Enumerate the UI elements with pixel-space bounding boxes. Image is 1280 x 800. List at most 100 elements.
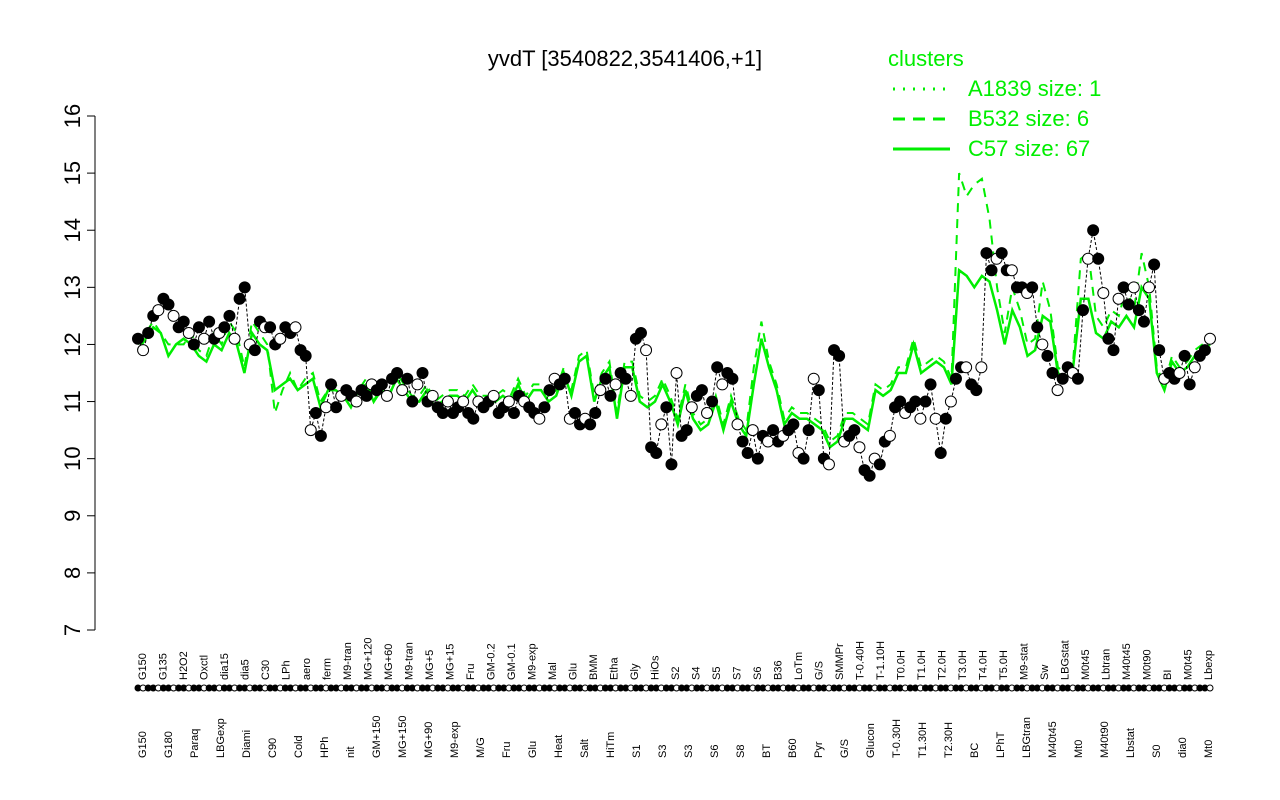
data-point — [883, 429, 896, 442]
data-point — [802, 424, 815, 437]
data-point — [1117, 281, 1130, 294]
data-point — [182, 327, 195, 340]
data-point — [746, 424, 759, 437]
data-point — [416, 367, 429, 379]
data-point — [589, 406, 602, 419]
x-rug-marker — [1206, 684, 1214, 692]
x-tick-label: T5.0H — [998, 650, 1010, 680]
data-point — [1183, 378, 1196, 391]
data-point — [142, 327, 155, 340]
data-point — [1082, 252, 1095, 265]
data-point — [741, 446, 754, 459]
x-tick-label: HPh — [319, 737, 331, 758]
y-tick-label: 8 — [60, 567, 85, 579]
y-tick-label: 9 — [60, 510, 85, 522]
data-point — [701, 406, 714, 419]
y-tick-label: 14 — [60, 218, 85, 242]
data-point — [599, 372, 612, 385]
data-point — [670, 367, 683, 379]
y-tick-label: 10 — [60, 446, 85, 470]
data-point — [934, 446, 947, 459]
data-point — [660, 401, 673, 414]
data-point — [198, 332, 211, 345]
x-axis: G150 G135 H2O2 Oxctl dia15 dia5 C30 LPh aero ferm… — [134, 638, 1215, 759]
data-point — [330, 401, 343, 414]
x-tick-label: GM-0.2 — [485, 643, 497, 680]
x-tick-label: S0 — [1151, 745, 1163, 758]
data-point — [761, 435, 774, 448]
x-tick-label: T2.0H — [936, 650, 948, 680]
data-point — [274, 332, 287, 345]
data-point — [457, 395, 470, 408]
x-tick-label: M40t45 — [1047, 721, 1059, 758]
data-point — [787, 418, 800, 431]
x-tick-label: MG+5 — [424, 650, 436, 680]
data-point — [1122, 298, 1135, 311]
x-tick-label: BMM — [588, 654, 600, 680]
data-point — [853, 441, 866, 454]
data-point — [914, 412, 927, 425]
x-tick-label: S8 — [735, 745, 747, 758]
data-point — [1153, 344, 1166, 357]
data-point — [1076, 304, 1089, 317]
x-tick-label: Fru — [465, 664, 477, 681]
y-tick-label: 15 — [60, 161, 85, 185]
data-point — [467, 412, 480, 425]
data-point — [162, 298, 175, 311]
x-tick-label: dia5 — [239, 659, 251, 680]
data-point — [1005, 264, 1018, 277]
x-tick-label: Mal — [547, 662, 559, 680]
x-tick-label: HiTm — [605, 732, 617, 758]
x-tick-label: M9-stat — [1018, 643, 1030, 680]
data-point — [319, 401, 332, 414]
x-tick-label: Sw — [1039, 665, 1051, 680]
x-tick-label: LBGtran — [1021, 717, 1033, 758]
x-tick-label: Glu — [527, 741, 539, 758]
x-tick-label: M40t90 — [1099, 721, 1111, 758]
x-tick-label: Mt0 — [1073, 740, 1085, 758]
data-point — [380, 389, 393, 402]
x-tick-label: Gly — [629, 663, 641, 680]
x-tick-label: MG+120 — [362, 638, 374, 681]
data-point — [1112, 292, 1125, 305]
data-point — [558, 372, 571, 385]
data-point — [360, 389, 373, 402]
data-point — [894, 395, 907, 408]
y-tick-label: 11 — [60, 390, 85, 413]
x-tick-label: S6 — [709, 745, 721, 758]
data-point — [726, 372, 739, 385]
data-point — [665, 458, 678, 471]
data-point — [203, 315, 216, 328]
data-point — [706, 395, 719, 408]
data-point — [1198, 344, 1211, 357]
y-tick-label: 7 — [60, 624, 85, 636]
x-tick-label: LPh — [280, 660, 292, 680]
data-point — [1143, 281, 1156, 294]
data-point — [650, 446, 663, 459]
x-tick-label: Etha — [608, 656, 620, 680]
x-tick-label: S6 — [752, 667, 764, 680]
y-tick-label: 13 — [60, 275, 85, 299]
x-tick-label: S5 — [711, 667, 723, 680]
data-point — [634, 327, 647, 340]
x-tick-label: Glu — [567, 663, 579, 680]
x-tick-label: S1 — [631, 745, 643, 758]
x-tick-label: MG+150 — [397, 716, 409, 759]
data-point — [391, 367, 404, 379]
x-tick-label: LBGstat — [1059, 640, 1071, 680]
data-point — [502, 395, 515, 408]
y-tick-label: 12 — [60, 332, 85, 356]
data-point — [248, 344, 261, 357]
data-point — [1087, 224, 1100, 237]
data-point — [873, 458, 886, 471]
x-tick-label: BC — [969, 743, 981, 758]
data-point — [685, 401, 698, 414]
data-point — [487, 389, 500, 402]
data-point — [325, 378, 338, 391]
data-point — [309, 406, 322, 419]
data-point — [507, 406, 520, 419]
data-point — [396, 384, 409, 397]
x-tick-label: GM+150 — [371, 716, 383, 759]
data-point — [401, 372, 414, 385]
x-tick-label: Diami — [241, 730, 253, 758]
